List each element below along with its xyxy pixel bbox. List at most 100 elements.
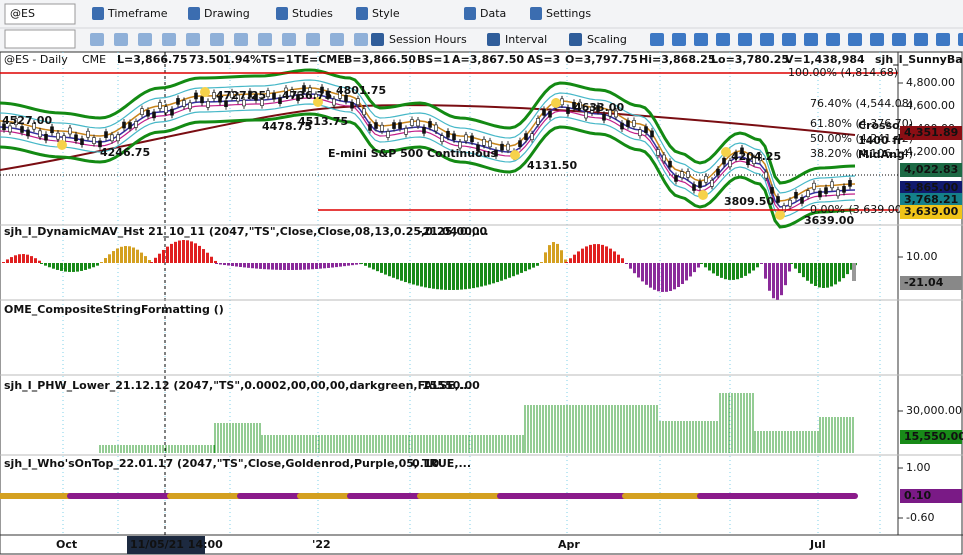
tool-icon[interactable] [282,33,296,46]
hist-bar [724,263,727,280]
candle-body [176,98,180,105]
candle-body [392,122,396,129]
candle-body [842,186,846,193]
hist-bar [376,263,379,272]
status-field: Hi=3,868.25 [639,53,715,66]
tool-icon[interactable] [936,33,950,46]
candle-body [38,130,42,138]
tool-icon[interactable] [848,33,862,46]
tool-icon[interactable] [306,33,320,46]
hist-bar [516,263,519,275]
tool-icon[interactable] [487,33,500,46]
hist-bar [347,263,350,266]
hist-bar [693,263,696,273]
price-annotation: 1400 fr [858,134,903,147]
tool-icon[interactable] [330,33,344,46]
tool-icon[interactable] [760,33,774,46]
time-axis-label: '22 [312,538,331,551]
candle-body [650,130,654,138]
tool-icon[interactable] [90,33,104,46]
candle-body [386,131,390,138]
hist-bar [613,251,616,263]
candle-body [614,110,618,118]
tool-icon[interactable] [354,33,368,46]
tool-icon[interactable] [914,33,928,46]
tool-icon[interactable] [569,33,582,46]
symbol-box[interactable] [4,3,76,25]
tool-icon[interactable] [738,33,752,46]
tool-icon[interactable] [870,33,884,46]
candle-body [812,182,816,190]
hist-bar [26,254,29,263]
hist-bar [223,263,226,266]
menu-icon[interactable] [276,7,288,20]
hist-bar [748,263,751,274]
tool-icon[interactable] [804,33,818,46]
candle-body [542,109,546,116]
candle-body [710,180,714,187]
tool-icon[interactable] [234,33,248,46]
candle-body [248,90,252,98]
candle-body [134,121,138,128]
candle-body [488,140,492,148]
candle-body [362,108,366,116]
price-annotation: 4246.75 [100,146,150,159]
tool-icon[interactable] [782,33,796,46]
tool-icon[interactable] [114,33,128,46]
candle-body [782,205,786,213]
price-tag-label: 4,351.89 [904,126,958,139]
candle-body [140,108,144,115]
tool-icon[interactable] [162,33,176,46]
hist-bar [215,263,218,264]
candle-body [602,113,606,121]
candle-body [722,157,726,165]
band-line [0,112,856,229]
hist-bar [834,263,837,285]
hist-bar [22,254,25,263]
tool-icon[interactable] [958,33,963,46]
hist-bar [784,263,787,286]
hist-bar [416,263,419,286]
menu-icon[interactable] [188,7,200,20]
hist-bar [752,263,755,271]
hist-bar [144,256,147,263]
tool-icon[interactable] [694,33,708,46]
tool-icon[interactable] [258,33,272,46]
hist-bar [335,263,338,268]
tool-icon[interactable] [892,33,906,46]
tool-icon[interactable] [186,33,200,46]
hist-bar [492,263,495,284]
menu-icon[interactable] [464,7,476,20]
hist-bar [76,263,79,272]
candle-body [590,106,594,114]
candle-body [356,98,360,105]
tool-icon[interactable] [716,33,730,46]
candle-body [350,101,354,109]
menu-icon[interactable] [356,7,368,20]
candle-body [668,160,672,168]
tool-icon[interactable] [826,33,840,46]
candle-body [200,96,204,104]
menu-icon[interactable] [530,7,542,20]
hist-bar [174,241,177,263]
price-annotation: 4478.75 [262,120,312,133]
candle-body [818,190,822,198]
candle-body [620,122,624,130]
hist-bar [154,257,157,263]
tool-icon[interactable] [650,33,664,46]
hist-bar [18,254,21,263]
signal-dot [551,98,561,108]
hist-bar [573,254,576,263]
tool-icon[interactable] [371,33,384,46]
menu-icon[interactable] [92,7,104,20]
price-tag [900,181,962,195]
candle-body [662,154,666,162]
tool-icon[interactable] [138,33,152,46]
tool-icon[interactable] [672,33,686,46]
candle-body [500,143,504,151]
candle-body [794,191,798,199]
interval-box[interactable] [4,29,76,49]
tool-icon[interactable] [210,33,224,46]
candle-body [158,102,162,109]
hist-bar [436,263,439,290]
